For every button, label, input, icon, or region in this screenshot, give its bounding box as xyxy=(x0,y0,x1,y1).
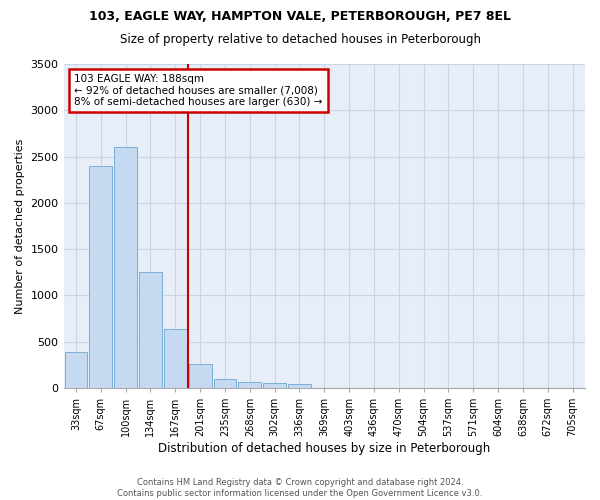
Y-axis label: Number of detached properties: Number of detached properties xyxy=(15,138,25,314)
Bar xyxy=(238,382,261,388)
Text: Contains HM Land Registry data © Crown copyright and database right 2024.
Contai: Contains HM Land Registry data © Crown c… xyxy=(118,478,482,498)
X-axis label: Distribution of detached houses by size in Peterborough: Distribution of detached houses by size … xyxy=(158,442,490,455)
Bar xyxy=(263,383,286,388)
Bar xyxy=(139,272,162,388)
Text: 103 EAGLE WAY: 188sqm
← 92% of detached houses are smaller (7,008)
8% of semi-de: 103 EAGLE WAY: 188sqm ← 92% of detached … xyxy=(74,74,322,107)
Bar xyxy=(164,329,187,388)
Bar xyxy=(114,148,137,388)
Bar xyxy=(65,352,88,388)
Bar xyxy=(288,384,311,388)
Bar xyxy=(188,364,212,388)
Bar xyxy=(89,166,112,388)
Bar xyxy=(214,379,236,388)
Text: Size of property relative to detached houses in Peterborough: Size of property relative to detached ho… xyxy=(119,32,481,46)
Text: 103, EAGLE WAY, HAMPTON VALE, PETERBOROUGH, PE7 8EL: 103, EAGLE WAY, HAMPTON VALE, PETERBOROU… xyxy=(89,10,511,23)
